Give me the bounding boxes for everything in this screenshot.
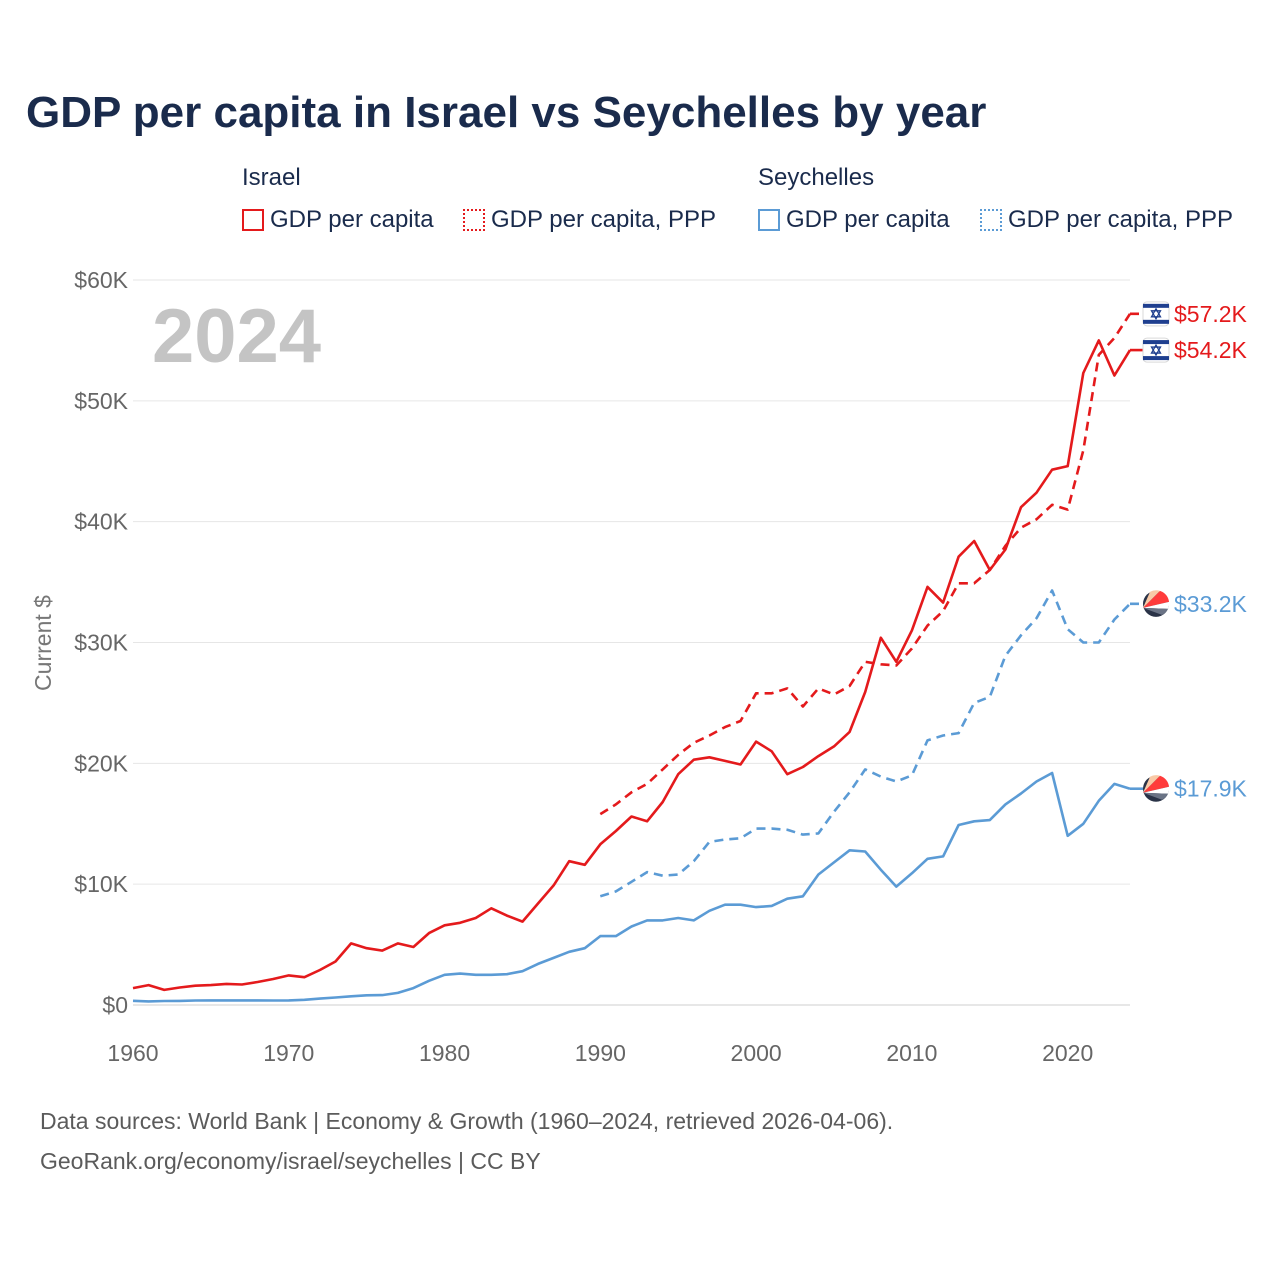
footer-attribution: GeoRank.org/economy/israel/seychelles | … xyxy=(40,1148,541,1174)
seychelles-flag-icon xyxy=(1143,590,1170,617)
x-tick-label: 1980 xyxy=(419,1040,470,1066)
y-tick-label: $10K xyxy=(74,871,128,897)
legend-group-seychelles: Seychelles xyxy=(758,164,875,191)
series-end-label: $57.2K xyxy=(1174,301,1248,327)
series-line-3 xyxy=(599,589,1131,898)
x-tick-label: 1970 xyxy=(263,1040,314,1066)
year-watermark: 2024 xyxy=(152,294,321,379)
y-tick-label: $50K xyxy=(74,388,128,414)
y-tick-label: $30K xyxy=(74,630,128,656)
israel-flag-icon xyxy=(1142,301,1170,327)
series-line-2 xyxy=(132,771,1131,1003)
footer-sources: Data sources: World Bank | Economy & Gro… xyxy=(40,1108,894,1134)
legend-solid-swatch-icon xyxy=(242,209,264,231)
legend-item-israel-gdp-ppp[interactable]: GDP per capita, PPP xyxy=(463,204,716,236)
series-end-label: $54.2K xyxy=(1174,337,1248,363)
x-tick-label: 2000 xyxy=(731,1040,782,1066)
x-tick-label: 1990 xyxy=(575,1040,626,1066)
y-axis-label: Current $ xyxy=(30,595,56,691)
seychelles-flag-icon xyxy=(1143,775,1170,802)
legend-item-seychelles-gdp-ppp[interactable]: GDP per capita, PPP xyxy=(980,204,1233,236)
legend-item-israel-gdp[interactable]: GDP per capita xyxy=(242,204,434,236)
y-tick-label: $40K xyxy=(74,509,128,535)
legend-label: GDP per capita xyxy=(270,206,434,233)
legend-label: GDP per capita, PPP xyxy=(1008,206,1233,233)
series-end-label: $33.2K xyxy=(1174,591,1248,617)
legend-group-israel: Israel xyxy=(242,164,301,191)
y-tick-label: $60K xyxy=(74,267,128,293)
legend-item-seychelles-gdp[interactable]: GDP per capita xyxy=(758,204,950,236)
israel-flag-icon xyxy=(1142,337,1170,363)
legend-label: GDP per capita, PPP xyxy=(491,206,716,233)
x-tick-label: 2020 xyxy=(1042,1040,1093,1066)
legend-dotted-swatch-icon xyxy=(463,209,485,231)
x-tick-label: 2010 xyxy=(886,1040,937,1066)
chart-title: GDP per capita in Israel vs Seychelles b… xyxy=(26,88,987,137)
series-line-0 xyxy=(132,339,1132,992)
legend-label: GDP per capita xyxy=(786,206,950,233)
y-tick-label: $0 xyxy=(102,992,128,1018)
x-tick-label: 1960 xyxy=(107,1040,158,1066)
series-end-label: $17.9K xyxy=(1174,776,1248,802)
series-line-1 xyxy=(599,313,1132,816)
y-tick-label: $20K xyxy=(74,750,128,776)
legend-solid-swatch-icon xyxy=(758,209,780,231)
legend-dotted-swatch-icon xyxy=(980,209,1002,231)
